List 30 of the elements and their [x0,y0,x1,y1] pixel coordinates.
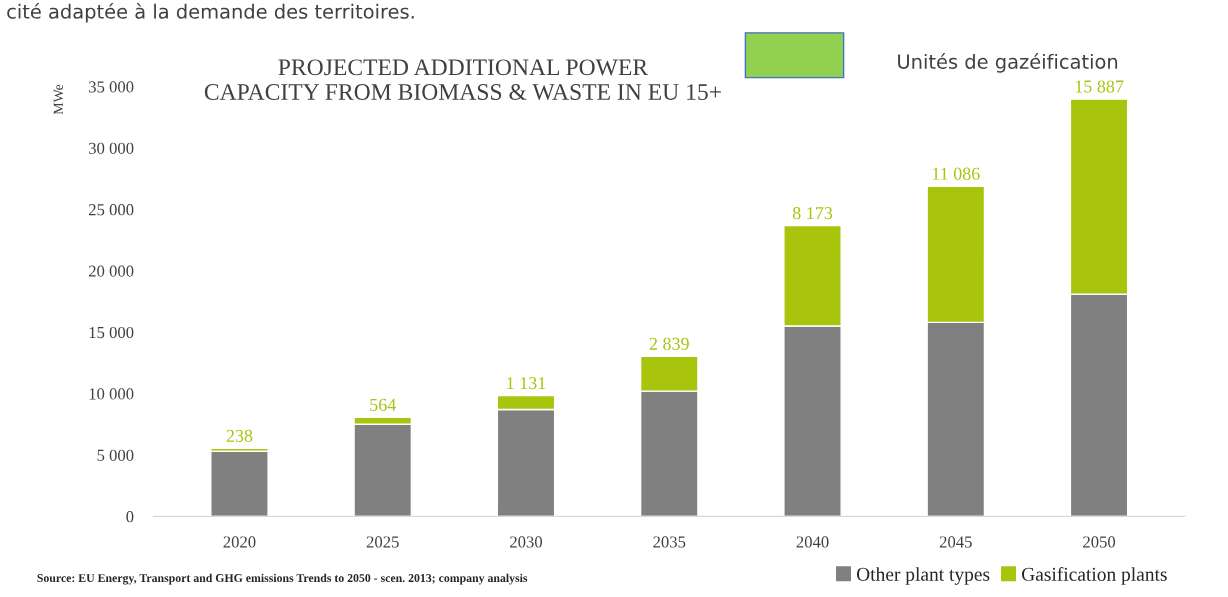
legend-label: Other plant types [856,567,990,585]
data-label: 11 086 [932,167,980,180]
y-axis-title: MWe [53,84,64,115]
data-label: 2 839 [649,337,689,350]
data-label: 8 173 [792,207,833,220]
y-tick-label: 15 000 [89,326,134,339]
data-label: 564 [370,398,396,411]
chart-title: PROJECTED ADDITIONAL POWER CAPACITY FROM BIOMASS & WASTE IN EU 15+ [204,59,721,101]
x-tick-label: 2025 [366,536,399,548]
y-tick-label: 30 000 [89,142,134,154]
y-tick-label: 20 000 [88,265,134,277]
x-tick-label: 2045 [939,536,972,548]
y-tick-label: 5 000 [97,449,134,461]
y-tick-label: 0 [126,511,134,523]
x-tick-label: 2035 [653,536,686,548]
legend-label: Gasification plants [1021,566,1167,585]
text: cité adaptée à la demande des territoires. [7,2,414,23]
data-label: 1 131 [507,377,546,390]
data-label: 238 [226,429,253,442]
bar [210,450,269,517]
y-tick-label: 10 000 [89,388,134,400]
y-tick-label: 25 000 [88,204,134,216]
source-note: Source: EU Energy, Transport and GHG emissions Trends to 2050 - scen. 2013; company analysis [37,573,528,585]
x-tick-label: 2040 [796,536,829,548]
x-tick-label: 2050 [1083,536,1116,548]
text: Unités de gazéification [898,53,1118,73]
x-tick-label: 2030 [510,536,543,548]
data-label: 15 887 [1075,80,1124,93]
x-tick-label: 2020 [223,536,256,548]
y-tick-label: 35 000 [89,81,134,93]
